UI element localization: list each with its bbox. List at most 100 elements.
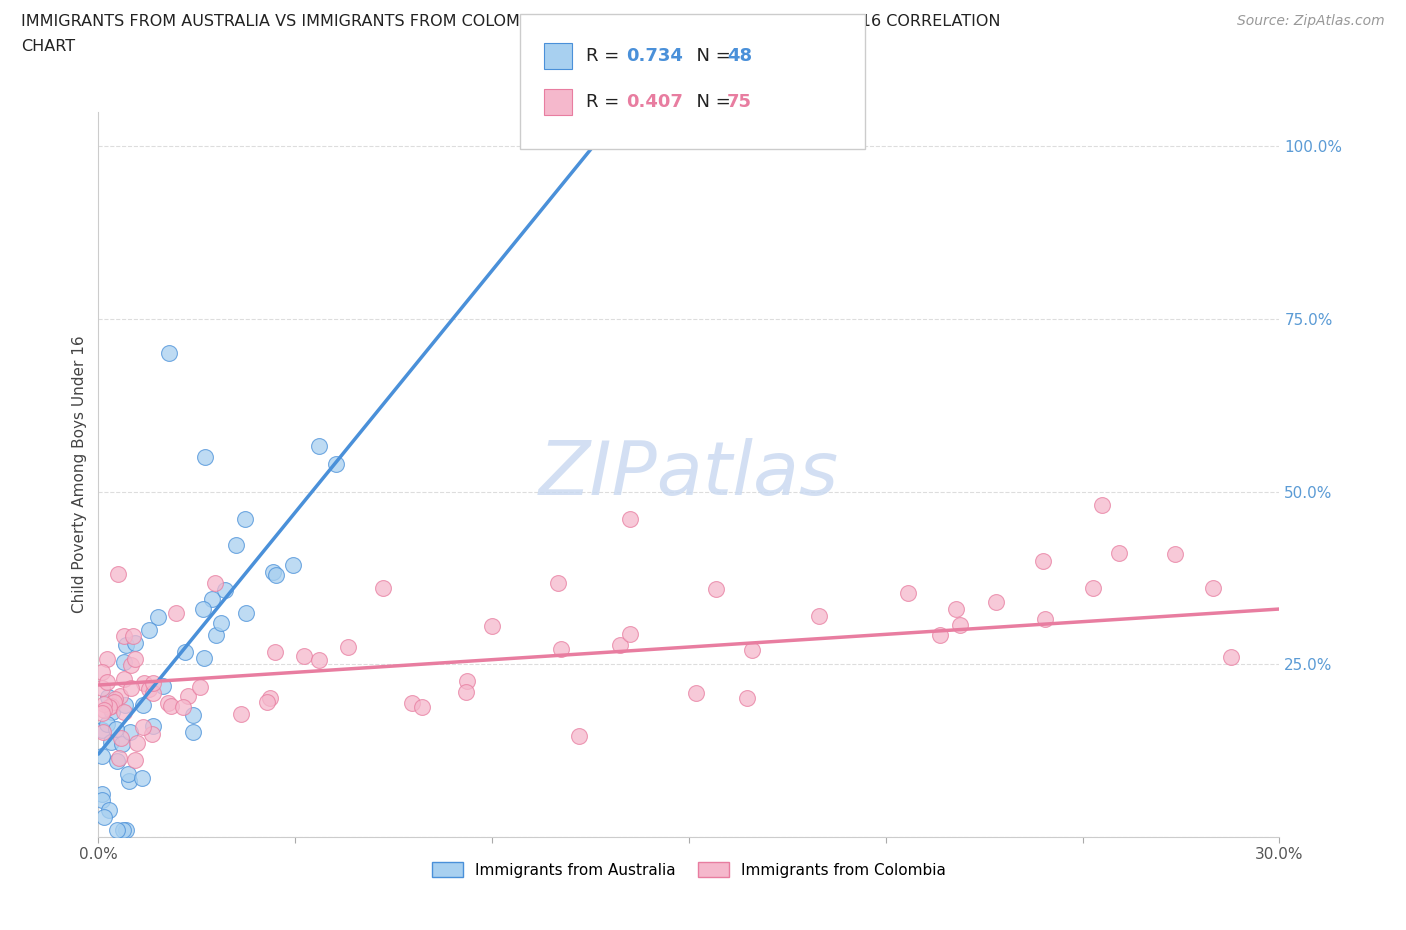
Y-axis label: Child Poverty Among Boys Under 16: Child Poverty Among Boys Under 16 (72, 336, 87, 613)
Point (1032, 553, 1054, 568)
Point (100, 698, 122, 713)
Point (181, 707, 204, 722)
Text: IMMIGRANTS FROM AUSTRALIA VS IMMIGRANTS FROM COLOMBIA CHILD POVERTY AMONG BOYS U: IMMIGRANTS FROM AUSTRALIA VS IMMIGRANTS … (21, 14, 1001, 29)
Point (152, 678, 174, 693)
Point (172, 699, 194, 714)
Point (91, 724, 114, 739)
Point (132, 675, 155, 690)
Point (264, 644, 287, 659)
Point (204, 576, 226, 591)
Point (97, 803, 120, 817)
Point (131, 771, 153, 786)
Point (209, 616, 232, 631)
Point (108, 688, 131, 703)
Point (619, 512, 641, 526)
Point (456, 673, 478, 688)
Point (292, 648, 315, 663)
Text: R =: R = (586, 93, 626, 112)
Point (233, 512, 256, 526)
Point (165, 605, 187, 620)
Point (112, 823, 135, 838)
Point (91, 664, 114, 679)
Point (205, 628, 228, 643)
Text: Source: ZipAtlas.com: Source: ZipAtlas.com (1237, 14, 1385, 28)
Point (481, 618, 503, 633)
Point (160, 698, 183, 713)
Point (191, 602, 214, 617)
Point (177, 689, 200, 704)
Point (111, 737, 134, 751)
Point (122, 629, 145, 644)
Point (132, 698, 155, 712)
Point (401, 695, 423, 710)
Point (193, 650, 215, 665)
Point (547, 576, 569, 591)
Point (132, 719, 155, 734)
Point (1108, 546, 1130, 561)
Point (259, 691, 281, 706)
Point (105, 823, 128, 838)
Point (118, 774, 141, 789)
Point (107, 751, 129, 765)
Text: ZIPatlas: ZIPatlas (538, 438, 839, 511)
Text: 75: 75 (727, 93, 752, 112)
Point (1033, 612, 1056, 627)
Point (156, 696, 179, 711)
Point (619, 626, 641, 641)
Point (308, 653, 330, 668)
Point (96, 675, 118, 690)
Text: N =: N = (685, 93, 737, 112)
Point (93, 703, 115, 718)
Point (142, 685, 165, 700)
Point (411, 699, 433, 714)
Point (125, 735, 148, 750)
Point (1083, 580, 1105, 595)
Point (308, 439, 330, 454)
Point (93, 809, 115, 824)
Text: 0.407: 0.407 (626, 93, 682, 112)
Point (146, 609, 169, 624)
Point (235, 605, 257, 620)
Text: N =: N = (685, 46, 737, 65)
Point (1091, 498, 1114, 512)
Point (181, 724, 204, 739)
Point (124, 635, 146, 650)
Point (120, 680, 142, 695)
Point (124, 652, 146, 667)
Point (214, 583, 236, 598)
Point (107, 567, 129, 582)
Point (256, 695, 278, 710)
Point (685, 685, 707, 700)
Point (550, 642, 572, 657)
Point (609, 637, 631, 652)
Point (337, 639, 360, 654)
Point (142, 675, 165, 690)
Point (117, 766, 139, 781)
Point (262, 565, 284, 579)
Point (1202, 581, 1225, 596)
Point (100, 735, 122, 750)
Point (104, 692, 127, 707)
Point (112, 655, 135, 670)
Point (114, 638, 136, 653)
Point (91, 705, 114, 720)
Point (101, 705, 124, 720)
Point (157, 346, 180, 361)
Point (110, 731, 132, 746)
Point (114, 823, 136, 838)
Point (897, 586, 920, 601)
Point (112, 705, 135, 720)
Point (325, 457, 347, 472)
Point (138, 682, 160, 697)
Point (281, 557, 304, 572)
Point (929, 628, 952, 643)
Point (124, 752, 146, 767)
Point (118, 724, 141, 739)
Point (808, 608, 831, 623)
Point (188, 679, 211, 694)
Point (142, 718, 165, 733)
Point (91, 680, 114, 695)
Point (121, 658, 143, 672)
Point (568, 728, 591, 743)
Point (105, 754, 128, 769)
